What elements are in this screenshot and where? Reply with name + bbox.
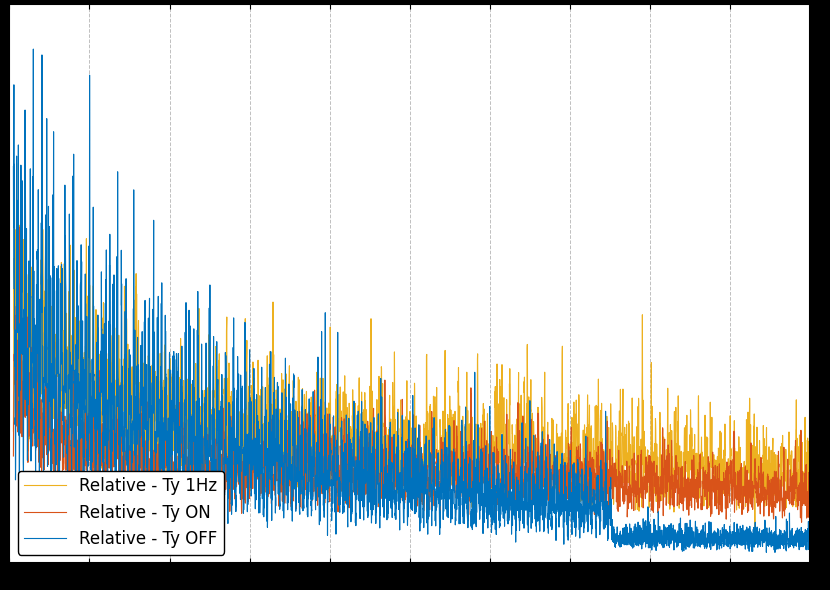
Relative - Ty OFF: [527, 473, 537, 480]
Relative - Ty ON: [603, 485, 613, 492]
Relative - Ty OFF: [12, 160, 22, 167]
Relative - Ty OFF: [486, 440, 496, 447]
Relative - Ty 1Hz: [805, 541, 815, 548]
Relative - Ty OFF: [663, 484, 673, 491]
Relative - Ty OFF: [313, 458, 323, 465]
Relative - Ty OFF: [154, 440, 164, 447]
Relative - Ty 1Hz: [663, 539, 673, 546]
Relative - Ty 1Hz: [8, 163, 18, 170]
Relative - Ty 1Hz: [313, 353, 323, 360]
Relative - Ty ON: [797, 519, 807, 526]
Relative - Ty ON: [8, 453, 18, 460]
Relative - Ty 1Hz: [527, 508, 537, 515]
Relative - Ty 1Hz: [154, 293, 164, 300]
Relative - Ty ON: [154, 441, 164, 448]
Relative - Ty ON: [805, 504, 815, 511]
Relative - Ty OFF: [750, 525, 760, 532]
Relative - Ty OFF: [805, 515, 815, 522]
Legend: Relative - Ty 1Hz, Relative - Ty ON, Relative - Ty OFF: Relative - Ty 1Hz, Relative - Ty ON, Rel…: [17, 471, 224, 555]
Relative - Ty 1Hz: [770, 549, 780, 556]
Relative - Ty ON: [14, 224, 24, 231]
Relative - Ty ON: [313, 475, 323, 482]
Line: Relative - Ty 1Hz: Relative - Ty 1Hz: [13, 49, 810, 552]
Relative - Ty ON: [527, 509, 537, 516]
Relative - Ty 1Hz: [28, 45, 38, 53]
Line: Relative - Ty OFF: Relative - Ty OFF: [13, 163, 810, 528]
Relative - Ty ON: [663, 447, 673, 454]
Relative - Ty 1Hz: [603, 529, 613, 536]
Relative - Ty ON: [486, 428, 496, 435]
Relative - Ty OFF: [8, 428, 18, 435]
Line: Relative - Ty ON: Relative - Ty ON: [13, 227, 810, 522]
Relative - Ty 1Hz: [486, 508, 496, 515]
Relative - Ty OFF: [603, 435, 613, 442]
